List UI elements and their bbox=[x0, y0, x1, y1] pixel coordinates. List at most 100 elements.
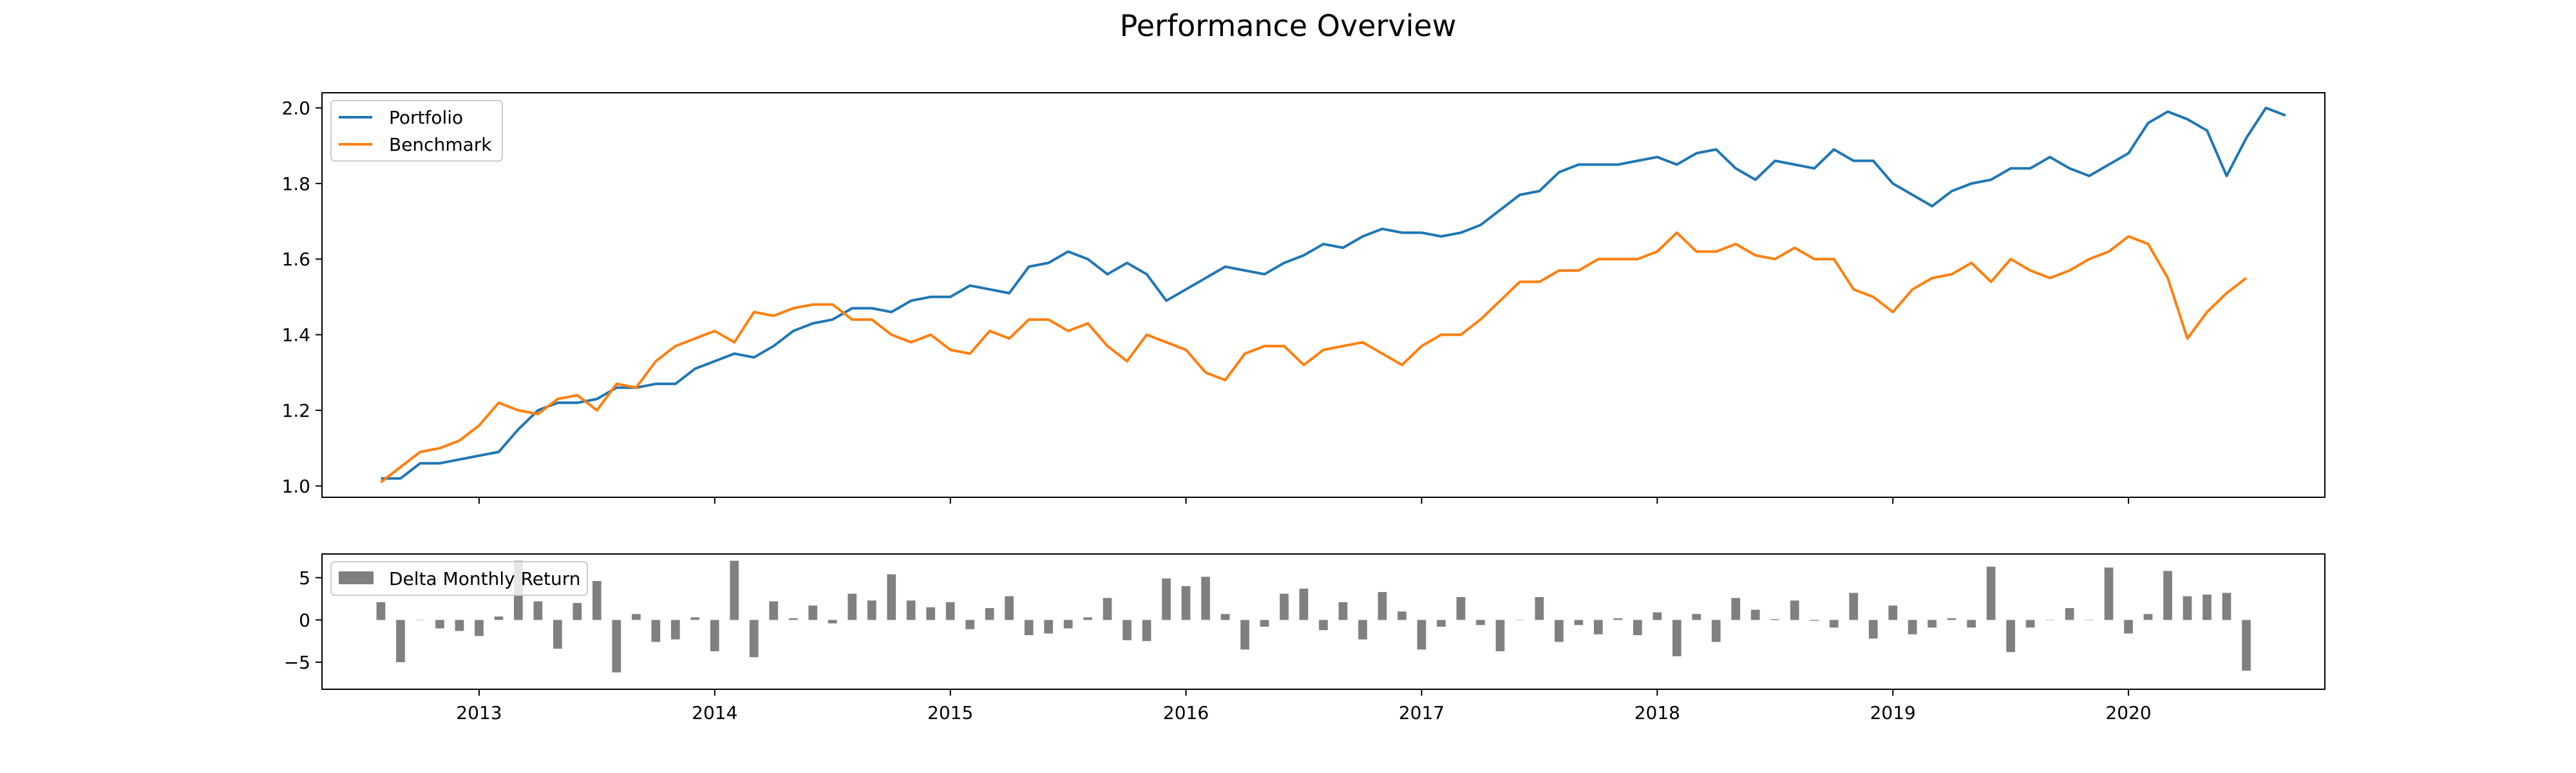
bottom-xtick-label: 2013 bbox=[456, 702, 502, 723]
delta-bar bbox=[1083, 617, 1092, 620]
top-y-axis: 1.0 1.2 1.4 1.6 1.8 2.0 bbox=[281, 97, 322, 497]
bottom-ytick-label: 0 bbox=[299, 609, 310, 631]
delta-bar bbox=[1044, 620, 1053, 634]
delta-bar bbox=[690, 617, 700, 620]
delta-bar bbox=[945, 602, 955, 620]
top-ytick-label: 1.6 bbox=[281, 249, 310, 270]
delta-bar bbox=[1201, 577, 1210, 620]
delta-bar bbox=[592, 581, 601, 620]
delta-bar bbox=[1888, 606, 1898, 620]
delta-bar bbox=[553, 620, 562, 649]
top-panel: 1.0 1.2 1.4 1.6 1.8 2.0 Portfolio Benchmark bbox=[281, 92, 2325, 504]
bottom-plot-frame bbox=[321, 553, 2325, 690]
delta-bar bbox=[1849, 593, 1859, 620]
top-plot-frame bbox=[321, 92, 2325, 498]
delta-bar bbox=[1456, 596, 1466, 620]
delta-bar bbox=[651, 620, 661, 642]
delta-bar bbox=[788, 618, 798, 620]
delta-bar bbox=[1319, 620, 1328, 631]
delta-bar bbox=[1063, 620, 1073, 629]
delta-bar bbox=[494, 616, 504, 620]
top-x-axis bbox=[478, 497, 2130, 504]
delta-bar bbox=[1731, 598, 1741, 620]
legend-benchmark-label: Benchmark bbox=[389, 134, 492, 155]
delta-bar bbox=[906, 600, 916, 620]
delta-bar bbox=[2006, 620, 2015, 653]
legend-portfolio-label: Portfolio bbox=[389, 107, 463, 128]
delta-bar bbox=[2124, 620, 2133, 634]
delta-bar bbox=[612, 620, 621, 673]
delta-bar bbox=[848, 593, 857, 620]
delta-bar bbox=[1535, 596, 1544, 620]
delta-bar bbox=[2242, 620, 2251, 671]
delta-bar bbox=[1790, 600, 1799, 620]
delta-bar bbox=[1986, 566, 1996, 620]
delta-bar bbox=[887, 574, 896, 620]
delta-bar bbox=[455, 620, 464, 631]
delta-bar bbox=[1240, 620, 1249, 650]
delta-bar bbox=[749, 620, 759, 658]
delta-bar bbox=[1299, 588, 1309, 620]
delta-bar bbox=[926, 607, 935, 620]
bottom-xtick-label: 2017 bbox=[1399, 702, 1444, 723]
delta-bar bbox=[2222, 593, 2231, 620]
delta-bar bbox=[1280, 593, 1289, 620]
delta-bar bbox=[1653, 612, 1662, 620]
delta-bar bbox=[1555, 620, 1564, 642]
delta-bar bbox=[1476, 620, 1485, 625]
delta-bar bbox=[2163, 571, 2172, 620]
delta-bar bbox=[1005, 596, 1014, 620]
delta-bar bbox=[1574, 620, 1584, 625]
delta-bar bbox=[1142, 620, 1151, 642]
top-ytick-label: 2.0 bbox=[281, 97, 310, 119]
delta-bar bbox=[396, 620, 405, 662]
delta-bar bbox=[2143, 614, 2153, 620]
delta-bar bbox=[1868, 620, 1878, 639]
bottom-ytick-label: 5 bbox=[299, 568, 310, 589]
top-ytick-label: 1.2 bbox=[281, 400, 310, 421]
delta-bar bbox=[1633, 620, 1642, 635]
top-ytick-label: 1.8 bbox=[281, 173, 310, 195]
delta-bar bbox=[1220, 614, 1230, 620]
legend-delta-swatch bbox=[339, 571, 374, 584]
delta-bar bbox=[1417, 620, 1426, 650]
delta-bar bbox=[1750, 609, 1760, 620]
benchmark-line bbox=[380, 231, 2248, 484]
bottom-xtick-label: 2015 bbox=[927, 702, 973, 723]
delta-bar bbox=[985, 608, 994, 620]
delta-bar bbox=[730, 560, 739, 620]
delta-bar bbox=[1397, 611, 1406, 620]
chart-title: Performance Overview bbox=[1120, 8, 1457, 43]
bottom-x-axis: 2013 2014 2015 2016 2017 2018 2019 2020 bbox=[456, 689, 2152, 723]
delta-bar bbox=[1103, 598, 1112, 620]
delta-bar bbox=[1122, 620, 1132, 640]
delta-bar bbox=[2104, 568, 2114, 620]
bottom-y-axis: −5 0 5 bbox=[284, 568, 322, 673]
delta-bar bbox=[1672, 620, 1681, 656]
delta-bar bbox=[2183, 596, 2192, 620]
delta-bar bbox=[867, 600, 876, 620]
delta-bar bbox=[710, 620, 719, 651]
delta-bar bbox=[1260, 620, 1269, 627]
delta-bar bbox=[1181, 586, 1191, 620]
bottom-legend-box bbox=[330, 561, 588, 596]
delta-bar bbox=[965, 620, 974, 629]
bottom-xtick-label: 2016 bbox=[1163, 702, 1209, 723]
delta-bar bbox=[1358, 620, 1367, 640]
delta-bar bbox=[632, 614, 641, 620]
delta-bar bbox=[1692, 614, 1701, 620]
delta-bar bbox=[1437, 620, 1446, 627]
delta-bar bbox=[475, 620, 484, 636]
delta-bar bbox=[1967, 620, 1976, 628]
delta-bar bbox=[435, 620, 444, 629]
delta-bar bbox=[671, 620, 680, 640]
bottom-xtick-label: 2018 bbox=[1634, 702, 1680, 723]
bottom-xtick-label: 2020 bbox=[2105, 702, 2151, 723]
portfolio-line bbox=[381, 106, 2286, 480]
delta-bar bbox=[1495, 620, 1505, 651]
delta-bar bbox=[1594, 620, 1603, 635]
delta-bar bbox=[1024, 620, 1034, 635]
bottom-legend: Delta Monthly Return bbox=[330, 561, 588, 596]
delta-bar bbox=[573, 603, 582, 620]
